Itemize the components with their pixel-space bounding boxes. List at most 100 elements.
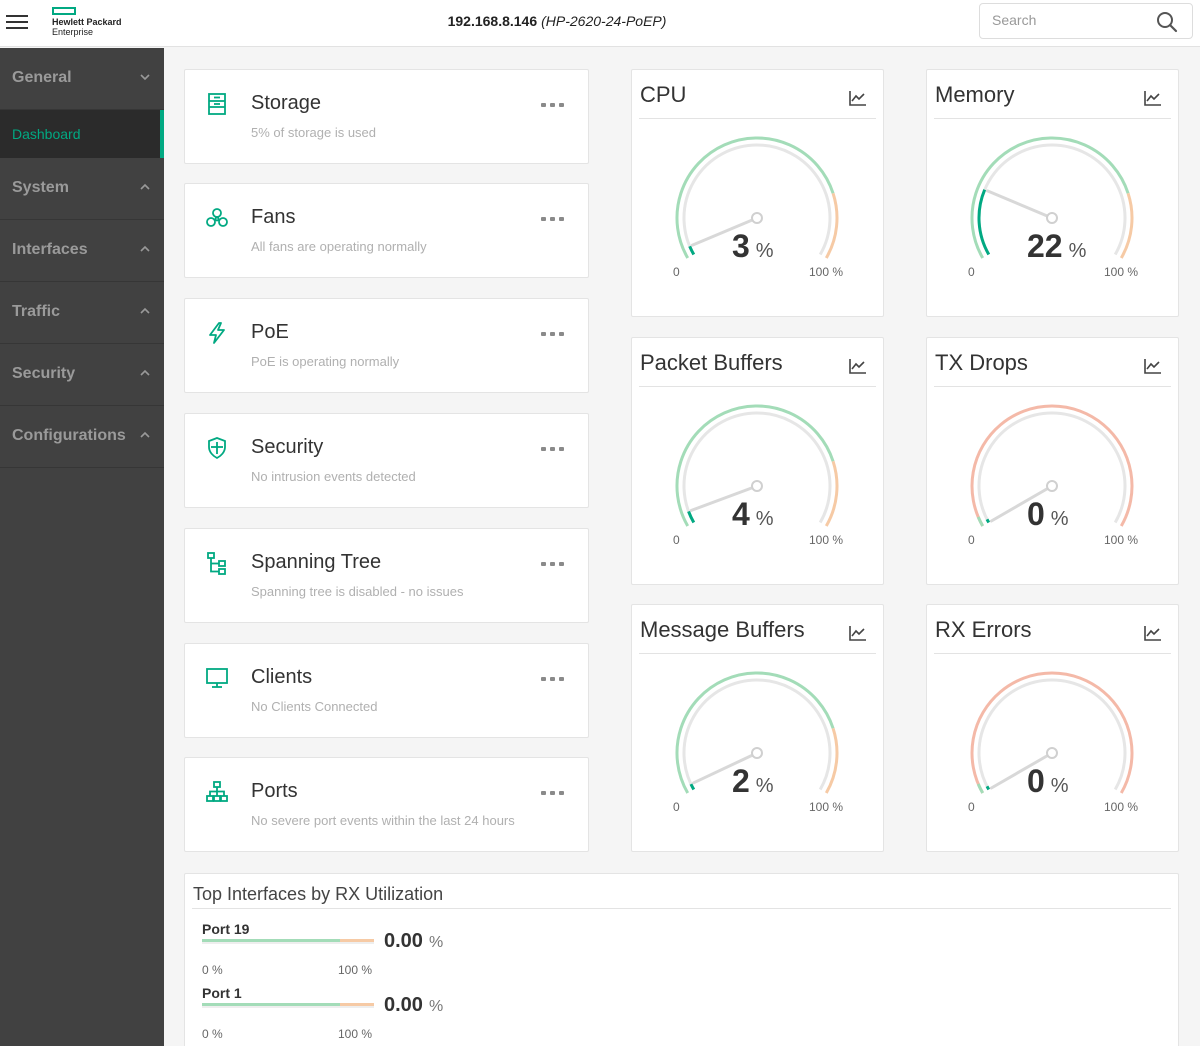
gauge-needle [985, 189, 1054, 220]
chevron-up-icon [140, 431, 150, 438]
more-options-icon[interactable] [541, 327, 565, 341]
status-desc: Spanning tree is disabled - no issues [251, 584, 464, 599]
gauge-title: TX Drops [935, 350, 1028, 375]
gauge-scale-green-arc [970, 136, 1130, 259]
sidebar-item-system[interactable]: System [0, 158, 164, 220]
gauge-scale-orange-arc [1119, 192, 1134, 259]
line-chart-icon[interactable] [849, 90, 867, 106]
gauge-divider [639, 118, 876, 119]
more-options-icon[interactable] [541, 557, 565, 571]
status-desc: 5% of storage is used [251, 125, 377, 140]
sidebar-item-security[interactable]: Security [0, 344, 164, 406]
line-chart-icon[interactable] [849, 625, 867, 641]
gauge-track-arc [682, 411, 832, 524]
gauge-value-number: 3 [732, 228, 750, 264]
more-options-icon[interactable] [541, 98, 565, 112]
gauge-value-unit: % [755, 775, 774, 797]
status-card-poe[interactable]: PoE PoE is operating normally [184, 298, 589, 393]
line-chart-icon[interactable] [849, 358, 867, 374]
more-options-icon[interactable] [541, 672, 565, 686]
gauge-value-unit: % [1050, 775, 1069, 797]
panel-title: Top Interfaces by RX Utilization [193, 884, 444, 904]
search-input[interactable] [992, 12, 1152, 28]
gauge-value-unit: % [1050, 508, 1069, 530]
status-card-fans[interactable]: Fans All fans are operating normally [184, 183, 589, 278]
gauge-value-arc [688, 245, 696, 256]
line-chart-icon[interactable] [1144, 625, 1162, 641]
sidebar-item-label: System [12, 179, 69, 196]
gauge-divider [934, 653, 1171, 654]
gauge-title: Packet Buffers [640, 350, 783, 375]
status-desc: All fans are operating normally [251, 239, 427, 254]
gauge-title: CPU [640, 82, 687, 107]
gauge-scale-green-arc [675, 404, 835, 527]
port-value: 0.00% [384, 930, 443, 953]
search-box [979, 3, 1193, 39]
menu-icon[interactable] [6, 12, 28, 32]
gauge-scale-green-arc [675, 136, 835, 259]
chevron-down-icon [140, 74, 150, 81]
gauge-dial [970, 404, 1134, 527]
gauge-title: Message Buffers [640, 617, 805, 642]
status-title: PoE [251, 321, 289, 343]
gauge-value-arc [689, 783, 696, 791]
gauge-min-label: 0 [673, 800, 680, 814]
port-value: 0.00% [384, 994, 443, 1017]
status-desc: PoE is operating normally [251, 354, 400, 369]
status-title: Security [251, 436, 324, 458]
sidebar-item-traffic[interactable]: Traffic [0, 282, 164, 344]
status-card-security[interactable]: Security No intrusion events detected [184, 413, 589, 508]
utilization-bar [202, 939, 374, 944]
bar-max-label: 100 % [338, 1027, 373, 1041]
status-card-storage[interactable]: Storage 5% of storage is used [184, 69, 589, 164]
status-card-ports[interactable]: Ports No severe port events within the l… [184, 757, 589, 852]
gauge-min-label: 0 [968, 533, 975, 547]
gauge-max-label: 100 % [1104, 265, 1139, 279]
status-card-spanning-tree[interactable]: Spanning Tree Spanning tree is disabled … [184, 528, 589, 623]
bar-min-label: 0 % [202, 963, 223, 977]
gauge-value: 0% [1027, 496, 1117, 533]
gauge-dial [675, 404, 839, 527]
gauge-scale-arc [970, 671, 1134, 794]
device-title: 192.168.8.146 (HP-2620-24-PoEP) [0, 13, 1114, 29]
gauge-title: Memory [935, 82, 1015, 107]
port-value-number: 0.00 [384, 994, 423, 1016]
gauge-scale-arc [970, 404, 1134, 527]
top-bar: Hewlett Packard Enterprise 192.168.8.146… [0, 0, 1200, 47]
gauge-min-label: 0 [673, 265, 680, 279]
gauge-title: RX Errors [935, 617, 1032, 642]
port-row[interactable]: Port 1 0.00% 0 % 100 % [202, 985, 462, 1046]
port-value-unit: % [428, 998, 444, 1015]
top-interfaces-panel: Top Interfaces by RX Utilization Port 19… [184, 873, 1179, 1046]
logo-line1: Hewlett Packard [52, 17, 122, 27]
line-chart-icon[interactable] [1144, 358, 1162, 374]
gauge-value-number: 0 [1027, 496, 1045, 532]
sidebar-item-dashboard[interactable]: Dashboard [0, 110, 164, 158]
more-options-icon[interactable] [541, 442, 565, 456]
gauge-max-label: 100 % [1104, 533, 1139, 547]
gauge-value-unit: % [755, 240, 774, 262]
gauge-divider [639, 653, 876, 654]
sidebar-item-general[interactable]: General [0, 48, 164, 110]
gauge-value-arc [687, 510, 696, 524]
storage-icon [208, 93, 226, 115]
sidebar-item-interfaces[interactable]: Interfaces [0, 220, 164, 282]
gauge-value: 2% [732, 763, 822, 800]
gauge-divider [934, 386, 1171, 387]
gauge-card-memory: Memory 22% 0 100 % [926, 69, 1179, 317]
port-row[interactable]: Port 19 0.00% 0 % 100 % [202, 921, 462, 985]
gauge-scale-green-arc [675, 671, 835, 794]
chevron-up-icon [140, 369, 150, 376]
line-chart-icon[interactable] [1144, 90, 1162, 106]
more-options-icon[interactable] [541, 212, 565, 226]
gauge-min-label: 0 [968, 265, 975, 279]
hpe-logo: Hewlett Packard Enterprise [52, 7, 122, 37]
search-icon[interactable] [1156, 11, 1178, 33]
sidebar-item-configurations[interactable]: Configurations [0, 406, 164, 468]
status-title: Clients [251, 666, 313, 688]
gauge-max-label: 100 % [1104, 800, 1139, 814]
gauge-value-arc [977, 189, 991, 256]
sidebar-item-label: Security [12, 365, 76, 382]
status-card-clients[interactable]: Clients No Clients Connected [184, 643, 589, 738]
more-options-icon[interactable] [541, 786, 565, 800]
